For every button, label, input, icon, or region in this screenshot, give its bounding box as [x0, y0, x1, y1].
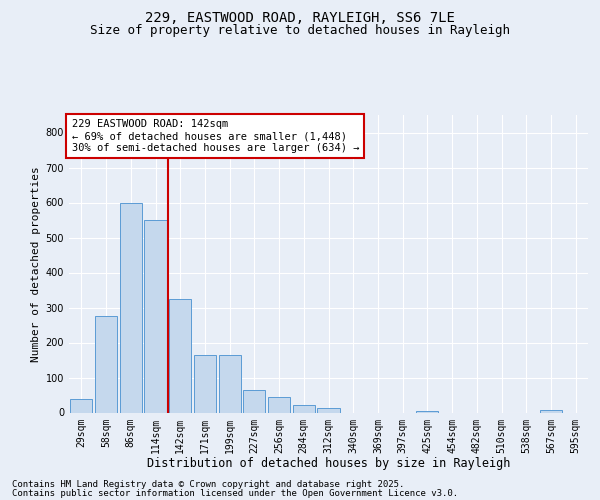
Bar: [194, 356, 216, 412]
Text: Contains HM Land Registry data © Crown copyright and database right 2025.: Contains HM Land Registry data © Crown c…: [12, 480, 404, 489]
Bar: [540, 410, 562, 412]
Text: 229, EASTWOOD ROAD, RAYLEIGH, SS6 7LE: 229, EASTWOOD ROAD, RAYLEIGH, SS6 7LE: [145, 11, 455, 25]
Text: Size of property relative to detached houses in Rayleigh: Size of property relative to detached ho…: [90, 24, 510, 37]
Bar: [95, 316, 117, 412]
Bar: [119, 202, 142, 412]
Text: 229 EASTWOOD ROAD: 142sqm
← 69% of detached houses are smaller (1,448)
30% of se: 229 EASTWOOD ROAD: 142sqm ← 69% of detac…: [71, 120, 359, 152]
Text: Contains public sector information licensed under the Open Government Licence v3: Contains public sector information licen…: [12, 488, 458, 498]
Bar: [218, 356, 241, 412]
Bar: [169, 298, 191, 412]
Bar: [416, 411, 439, 412]
Bar: [293, 405, 315, 412]
Y-axis label: Number of detached properties: Number of detached properties: [31, 166, 41, 362]
Bar: [145, 220, 167, 412]
Bar: [268, 397, 290, 412]
X-axis label: Distribution of detached houses by size in Rayleigh: Distribution of detached houses by size …: [147, 457, 510, 470]
Bar: [70, 398, 92, 412]
Bar: [243, 390, 265, 412]
Bar: [317, 408, 340, 412]
